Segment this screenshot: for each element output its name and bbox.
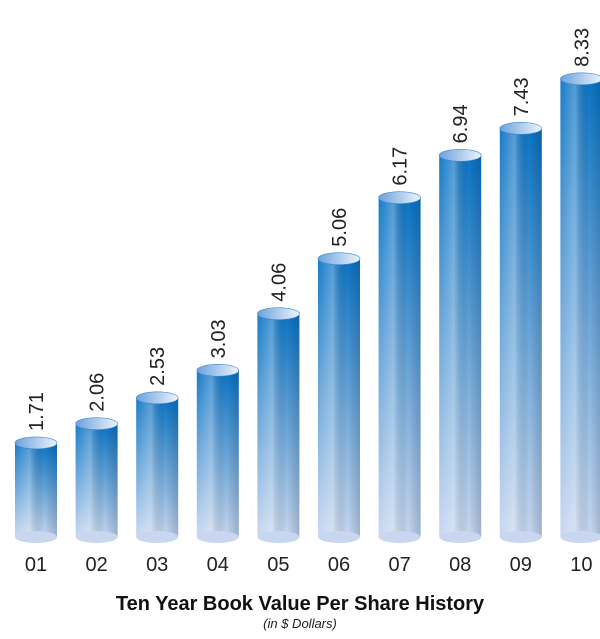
bar [75, 417, 118, 543]
bar [438, 149, 482, 543]
bar-base [257, 531, 300, 543]
bar-top [378, 191, 421, 204]
bar-top [317, 252, 361, 266]
bar-base [378, 531, 421, 543]
value-label: 6.17 [390, 147, 412, 186]
bar-base [318, 531, 360, 543]
value-label: 3.03 [208, 319, 230, 358]
bar [499, 122, 543, 543]
x-tick-label: 09 [510, 554, 532, 576]
bar-shade [499, 128, 542, 537]
bar-base [75, 531, 118, 543]
bar-shade [75, 423, 118, 537]
bar-top [196, 364, 240, 377]
bar-top [14, 436, 58, 450]
bar-base [136, 531, 179, 543]
bar-top [438, 149, 482, 162]
x-tick-label: 04 [207, 554, 229, 576]
bar-shade [15, 442, 57, 537]
bar [196, 364, 240, 543]
bar-top [135, 391, 179, 405]
chart-subtitle: (in $ Dollars) [263, 616, 337, 631]
bar [257, 307, 300, 543]
x-tick-label: 05 [267, 554, 289, 576]
bar [560, 72, 600, 543]
bar-base [560, 531, 600, 543]
bar-shade [378, 197, 421, 537]
value-label: 1.71 [26, 392, 48, 431]
bar-shade [318, 258, 360, 537]
bar-shade [560, 78, 600, 537]
value-label: 6.94 [450, 104, 472, 143]
value-label: 5.06 [329, 208, 351, 247]
bar-base [439, 531, 482, 543]
x-tick-label: 01 [25, 554, 47, 576]
bar [378, 191, 421, 543]
x-tick-label: 02 [85, 554, 107, 576]
chart-title: Ten Year Book Value Per Share History [116, 593, 485, 615]
bar [14, 436, 58, 543]
x-tick-label: 08 [449, 554, 471, 576]
bar-base [499, 531, 542, 543]
value-label: 7.43 [511, 77, 533, 116]
bar [135, 391, 179, 543]
bar-top [75, 417, 118, 431]
bar-top [499, 122, 543, 135]
value-label: 4.06 [268, 263, 290, 302]
bar-base [196, 531, 239, 543]
value-label: 2.06 [87, 373, 109, 412]
value-label: 8.33 [571, 28, 593, 67]
x-tick-label: 07 [388, 554, 410, 576]
x-tick-label: 10 [570, 554, 592, 576]
bar-top [257, 307, 300, 321]
bar [317, 252, 361, 543]
bar-shade [439, 155, 482, 538]
bar-shade [196, 370, 239, 537]
value-label: 2.53 [147, 347, 169, 386]
bar-top [560, 72, 600, 86]
x-tick-label: 03 [146, 554, 168, 576]
bar-shade [257, 313, 300, 537]
bar-shade [136, 397, 179, 537]
x-tick-label: 06 [328, 554, 350, 576]
bar-base [15, 531, 57, 543]
